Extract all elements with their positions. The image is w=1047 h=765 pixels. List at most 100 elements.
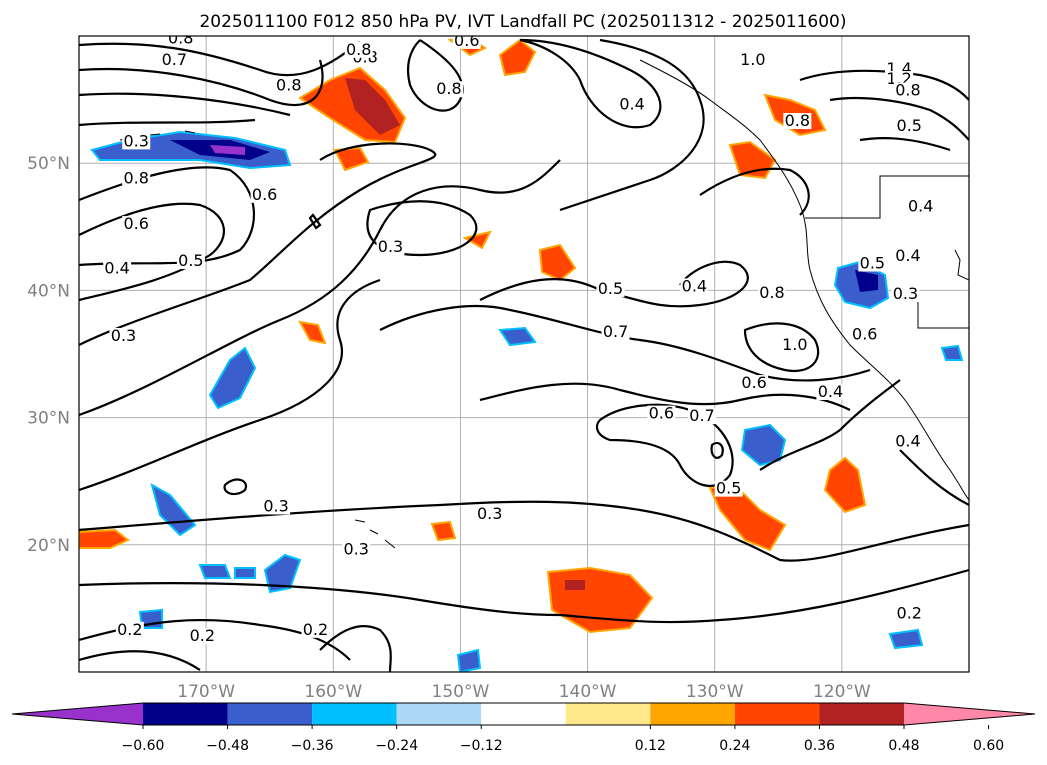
- contour-label-background: [301, 621, 330, 638]
- pv-neg-blob-south-3: [888, 628, 924, 650]
- contour-label: 0.6: [741, 373, 766, 392]
- contour-label-background: [115, 621, 144, 638]
- contour-label: 0.4: [895, 246, 920, 265]
- longitude-tick-label: 150°W: [432, 682, 490, 702]
- colorbar-tick-label: −0.60: [122, 738, 165, 754]
- pv-blob-west-edge: [79, 528, 130, 549]
- pv-blob-small-3: [430, 520, 457, 542]
- contour-label: 0.7: [162, 50, 187, 69]
- contour-label: 0.3: [111, 326, 136, 345]
- latitude-tick-label: 50°N: [27, 154, 70, 174]
- contour-label-background: [618, 96, 647, 113]
- contour-label: 0.5: [598, 279, 623, 298]
- contour-label: 0.8: [759, 283, 784, 302]
- contour-label: 0.3: [263, 496, 288, 515]
- colorbar-tick-label: −0.24: [375, 738, 418, 754]
- longitude-tick-label: 160°W: [304, 682, 362, 702]
- pv-blob-40n-140w: [538, 243, 577, 282]
- colorbar-tick-label: 0.12: [635, 738, 666, 754]
- contour-label-background: [601, 324, 630, 341]
- map-gridlines: [79, 36, 969, 672]
- contour-label-background: [906, 198, 935, 215]
- contour-label: 0.8: [276, 75, 301, 94]
- colorbar-bin: [227, 703, 313, 725]
- colorbar-bin: [12, 703, 143, 725]
- contour-label-background: [647, 405, 676, 422]
- map-panel: 0.80.70.80.80.61.01.41.20.80.80.80.40.80…: [79, 28, 969, 672]
- colorbar: −0.60 −0.48 −0.36 −0.24 −0.12 0.12 0.24 0.36 0.4…: [11, 702, 1036, 754]
- contour-label: 0.6: [252, 185, 277, 204]
- contour-label: 0.4: [104, 259, 129, 278]
- contour-label: 0.3: [477, 504, 502, 523]
- ivt-contours: [79, 38, 969, 672]
- contour-label-background: [893, 433, 922, 450]
- longitude-labels: 170°W 160°W 150°W 140°W 130°W 120°W: [177, 682, 871, 702]
- contour-label: 0.8: [346, 40, 371, 59]
- contour-label-background: [714, 480, 743, 497]
- contour-label: 0.4: [908, 196, 933, 215]
- pv-neg-core-california: [855, 270, 878, 292]
- contour-label: 0.6: [454, 31, 479, 50]
- contour-label-background: [850, 326, 879, 343]
- latitude-tick-label: 40°N: [27, 281, 70, 301]
- pv-neg-blob-35n-146w: [498, 326, 537, 347]
- figure-title: 2025011100 F012 850 hPa PV, IVT Landfall…: [199, 12, 846, 32]
- contour-label: 0.3: [378, 237, 403, 256]
- contour-label: 1.0: [782, 335, 807, 354]
- contour-label-background: [376, 238, 405, 255]
- contour-label-background: [891, 286, 920, 303]
- contour-label-background: [166, 36, 195, 47]
- contour-label: 0.4: [895, 432, 920, 451]
- coastlines: [119, 59, 969, 549]
- contour-label-background: [893, 82, 922, 99]
- contour-label-background: [109, 328, 138, 345]
- contour-label: 0.3: [123, 131, 148, 150]
- contour-label: 0.2: [117, 620, 142, 639]
- contour-label-background: [757, 284, 786, 301]
- contour-label-background: [475, 506, 504, 523]
- contour-label: 0.4: [818, 382, 843, 401]
- colorbar-tick-label: −0.36: [291, 738, 334, 754]
- contour-label-background: [122, 133, 151, 150]
- pv-blob-small-1: [462, 230, 492, 250]
- contour-label-background: [250, 186, 279, 203]
- colorbar-tick-label: 0.36: [804, 738, 835, 754]
- contour-label-background: [893, 247, 922, 264]
- contour-label-background: [816, 383, 845, 400]
- latitude-tick-label: 20°N: [27, 536, 70, 556]
- colorbar-tick-label: −0.48: [206, 738, 249, 754]
- contour-label-background: [780, 336, 809, 353]
- contour-label: 1.0: [740, 50, 765, 69]
- latitude-tick-label: 30°N: [27, 409, 70, 429]
- contour-label-background: [452, 36, 481, 49]
- colorbar-bin: [650, 703, 735, 725]
- pv-blob-baja-offshore: [823, 456, 867, 514]
- contour-label-background: [274, 77, 303, 94]
- colorbar-tick-label: 0.60: [973, 738, 1004, 754]
- contour-label-background: [188, 628, 217, 645]
- longitude-tick-label: 120°W: [813, 682, 871, 702]
- contour-label: 0.8: [168, 28, 193, 47]
- contour-label-background: [740, 375, 769, 392]
- colorbar-bin: [481, 703, 566, 725]
- pv-core-20n-140w: [565, 580, 585, 590]
- contour-label: 0.5: [860, 254, 885, 273]
- pv-neg-blob-35n-168w: [208, 346, 257, 410]
- contour-label-background: [103, 260, 132, 277]
- contour-label: 0.7: [689, 406, 714, 425]
- colorbar-bin: [312, 703, 397, 725]
- contour-label-background: [342, 541, 371, 558]
- contour-label-background: [262, 498, 291, 515]
- contour-labels: 0.80.70.80.80.61.01.41.20.80.80.80.40.80…: [103, 28, 935, 645]
- colorbar-tick-label: −0.12: [460, 738, 503, 754]
- longitude-tick-label: 130°W: [686, 682, 744, 702]
- colorbar-bin: [819, 703, 904, 725]
- contour-label-background: [434, 81, 463, 98]
- contour-label: 0.8: [436, 79, 461, 98]
- contour-label-background: [176, 252, 205, 269]
- longitude-tick-label: 140°W: [559, 682, 617, 702]
- colorbar-bin: [904, 703, 1035, 725]
- contour-label-background: [688, 408, 716, 425]
- contour-label-background: [738, 51, 767, 68]
